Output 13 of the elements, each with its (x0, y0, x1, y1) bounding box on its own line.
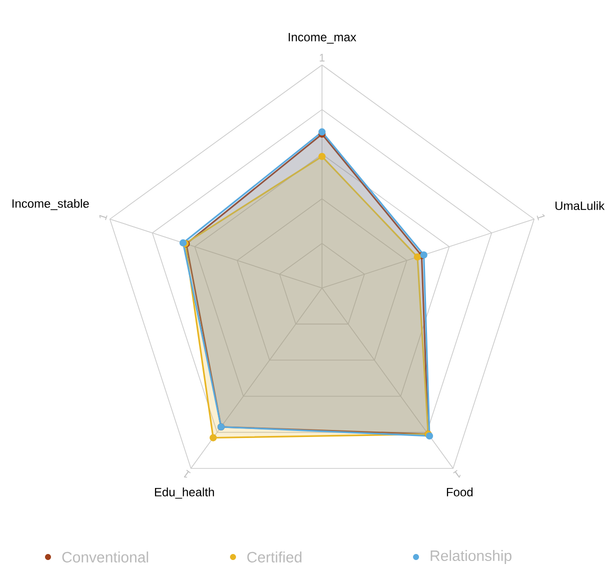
text: 1 (320, 54, 325, 62)
spoke-label: Income_stable (12, 198, 89, 210)
legend-label: Certified (247, 551, 302, 562)
text: 1 (184, 470, 191, 478)
spoke-label: Income_max (288, 32, 356, 44)
text: 1 (536, 214, 545, 220)
legend-label: Conventional (62, 551, 148, 562)
spoke-label: Edu_health (154, 488, 214, 499)
spoke-label: UmaLulik (556, 201, 605, 210)
text: 1 (99, 215, 108, 220)
legend-label: Relationship (430, 550, 512, 564)
spoke-label: Food (446, 488, 473, 496)
text: 1 (453, 470, 461, 478)
